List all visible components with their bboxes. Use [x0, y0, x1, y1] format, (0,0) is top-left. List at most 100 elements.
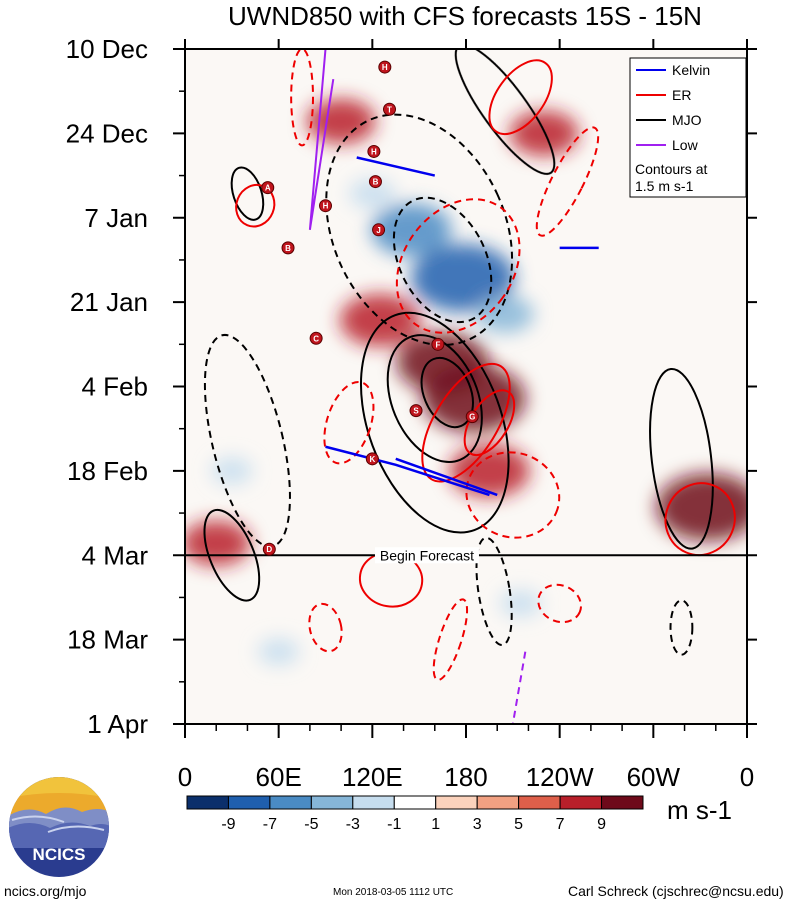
- y-tick-label: 1 Apr: [87, 709, 148, 739]
- forecast-label: Begin Forecast: [380, 547, 474, 563]
- er-negative-contour: [465, 451, 561, 539]
- footer-url[interactable]: ncics.org/mjo: [4, 883, 87, 899]
- storm-marker-icon: [465, 410, 479, 424]
- storm-marker-icon: [262, 542, 276, 556]
- y-tick-label: 24 Dec: [66, 118, 148, 148]
- storm-marker: F: [431, 337, 445, 351]
- kelvin-track: [395, 457, 498, 497]
- storm-marker-icon: [368, 175, 382, 189]
- storm-marker: H: [378, 60, 392, 74]
- y-tick-label: 18 Mar: [67, 625, 148, 655]
- mjo-positive-contour: [454, 49, 556, 175]
- storm-marker-label: G: [469, 413, 475, 422]
- colorbar-swatch: [601, 795, 644, 810]
- mjo-positive-contour: [230, 166, 265, 221]
- storm-marker-icon: [309, 331, 323, 345]
- storm-marker-label: B: [285, 244, 291, 253]
- footer-date: Mon 2018-03-05 1112 UTC: [333, 887, 454, 898]
- anomaly-patch: [349, 178, 396, 209]
- anomaly-patch: [306, 98, 376, 144]
- y-tick-label: 4 Mar: [82, 540, 149, 570]
- storm-marker-icon: [409, 404, 423, 418]
- low-track: [511, 651, 527, 724]
- anomaly-patch: [211, 457, 253, 485]
- storm-marker-icon: [367, 144, 381, 158]
- x-tick-label: 60W: [627, 762, 681, 792]
- anomaly-patch: [499, 589, 542, 617]
- kelvin-track: [356, 156, 436, 177]
- storm-marker-label: C: [313, 334, 319, 343]
- x-tick-label: 120E: [342, 762, 403, 792]
- storm-marker: B: [281, 241, 295, 255]
- er-negative-contour: [323, 380, 375, 465]
- y-tick-label: 4 Feb: [82, 372, 149, 402]
- legend-note-line2: 1.5 m s-1: [635, 178, 694, 194]
- storm-marker: C: [309, 331, 323, 345]
- storm-marker-label: F: [435, 340, 440, 349]
- colorbar-tick-label: 7: [556, 816, 565, 833]
- storm-marker: H: [367, 144, 381, 158]
- storm-marker: D: [262, 542, 276, 556]
- storm-marker-icon: [431, 337, 445, 351]
- anomaly-patch: [257, 638, 300, 666]
- anomaly-patch: [449, 444, 530, 498]
- er-negative-contour: [308, 602, 343, 653]
- colorbar-swatch: [559, 795, 603, 810]
- anomaly-patch: [339, 293, 421, 347]
- storm-marker: G: [465, 410, 479, 424]
- storm-marker: K: [365, 452, 379, 466]
- storm-marker: S: [409, 404, 423, 418]
- storm-marker-label: S: [413, 407, 419, 416]
- colorbar-units: m s-1: [667, 795, 732, 825]
- legend-box: [629, 57, 747, 198]
- legend-label: ER: [672, 87, 691, 103]
- y-tick-label: 21 Jan: [70, 287, 148, 317]
- x-tick-label: 60E: [256, 762, 302, 792]
- mjo-positive-contour: [359, 311, 510, 534]
- y-tick-label: 10 Dec: [66, 34, 148, 64]
- colorbar-swatch: [518, 795, 561, 810]
- storm-marker-label: H: [371, 147, 377, 156]
- legend-label: Low: [672, 137, 699, 153]
- x-tick-label: 0: [740, 762, 754, 792]
- x-tick-label: 0: [178, 762, 192, 792]
- logo-text: NCICS: [33, 845, 86, 864]
- ncics-logo: NCICS: [9, 777, 109, 877]
- low-track: [308, 49, 335, 230]
- storm-marker-label: B: [373, 178, 379, 187]
- mjo-positive-contour: [386, 334, 483, 463]
- storm-marker-label: J: [376, 226, 380, 235]
- legend-note-line1: Contours at: [635, 161, 707, 177]
- mjo-negative-contour: [325, 113, 514, 347]
- storm-marker-label: A: [265, 184, 271, 193]
- colorbar-swatch: [269, 795, 312, 810]
- storm-marker-icon: [319, 199, 332, 213]
- x-tick-label: 180: [444, 762, 487, 792]
- anomaly-patch: [371, 203, 452, 257]
- colorbar-tick-label: -1: [387, 816, 401, 833]
- storm-marker-label: H: [323, 202, 329, 211]
- y-tick-label: 7 Jan: [84, 203, 148, 233]
- er-positive-contour: [488, 59, 553, 136]
- kelvin-track: [325, 445, 490, 497]
- colorbar-tick-label: -9: [221, 816, 235, 833]
- chart-title: UWND850 with CFS forecasts 15S - 15N: [228, 1, 702, 31]
- mjo-positive-contour: [420, 356, 474, 429]
- colorbar-tick-label: 9: [597, 816, 606, 833]
- colorbar-swatch: [310, 795, 354, 810]
- mjo-positive-contour: [203, 508, 261, 602]
- colorbar-swatch: [393, 795, 437, 810]
- colorbar-tick-label: 1: [431, 816, 440, 833]
- er-positive-contour: [421, 362, 511, 483]
- legend-label: Kelvin: [672, 62, 710, 78]
- legend-label: MJO: [672, 112, 702, 128]
- colorbar-tick-label: -3: [346, 816, 360, 833]
- colorbar-swatch: [186, 795, 229, 810]
- storm-marker: A: [261, 181, 275, 195]
- storm-marker-icon: [365, 452, 379, 466]
- colorbar-swatch: [352, 795, 395, 810]
- er-negative-contour: [537, 583, 583, 624]
- colorbar-swatch: [227, 795, 271, 810]
- y-tick-label: 18 Feb: [67, 456, 148, 486]
